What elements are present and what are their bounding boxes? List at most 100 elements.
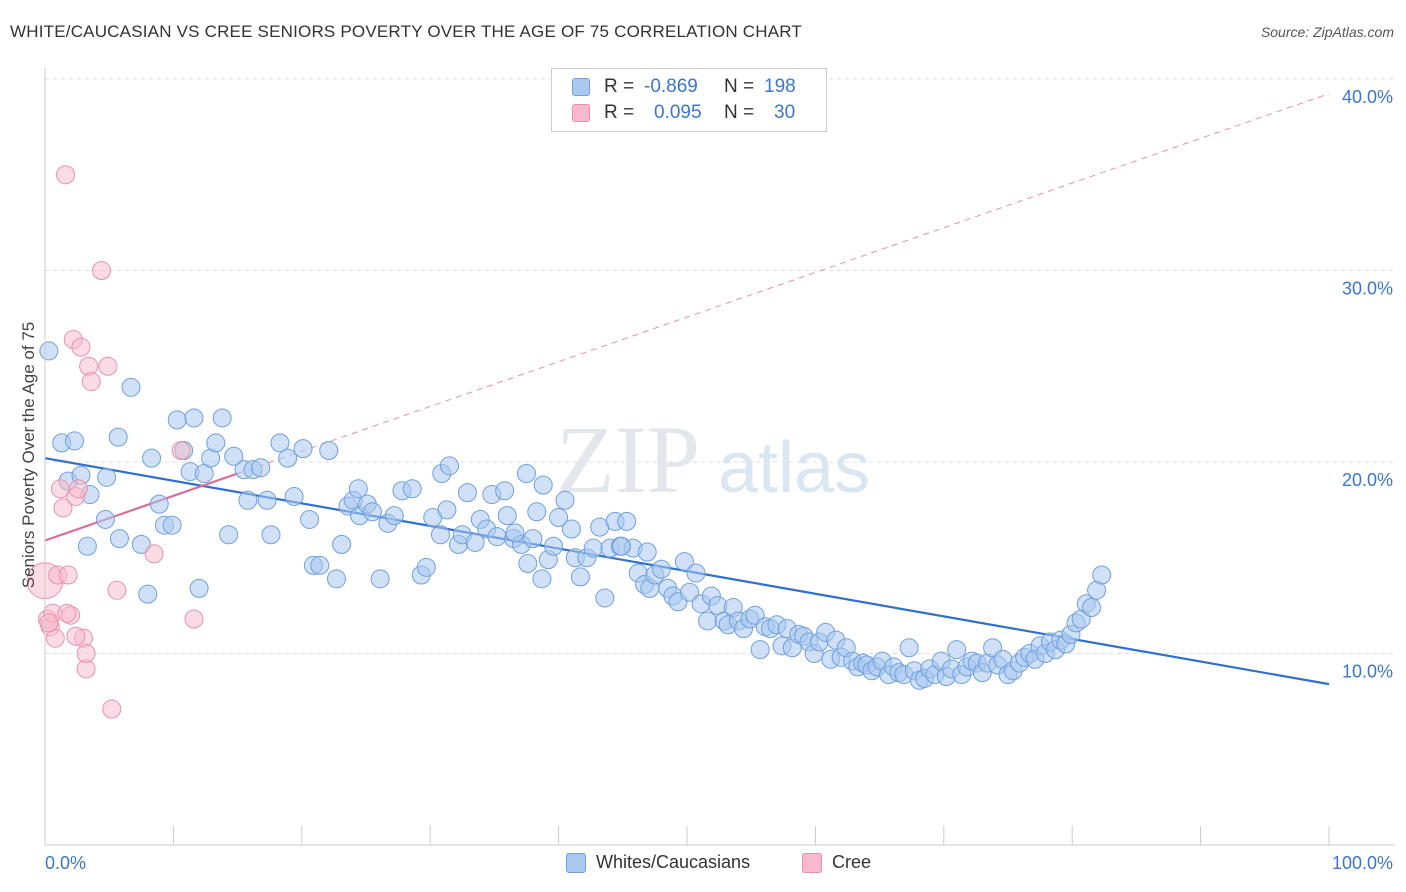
data-point-whites [131,534,151,554]
data-point-cree [184,609,204,629]
data-point-cree [57,603,77,623]
data-point-cree [68,479,88,499]
legend-n-value: 30 [774,102,796,123]
series-legend-whites: Whites/Caucasians [566,852,750,873]
data-point-whites [224,446,244,466]
data-point-whites [167,410,187,430]
data-point-whites [1092,565,1112,585]
legend-r-value: -0.869 [644,76,698,97]
data-point-whites [698,611,718,631]
series-legend-cree-label: Cree [832,852,872,872]
data-point-whites [284,486,304,506]
y-tick-label: 40.0% [1342,87,1393,107]
data-point-whites [518,553,538,573]
y-tick-label: 20.0% [1342,470,1393,490]
data-point-cree [98,356,118,376]
legend-n-label: N = [724,76,755,97]
legend-n-label: N = [724,102,755,123]
data-point-whites [251,458,271,478]
data-point-whites [533,475,553,495]
data-point-whites [465,532,485,552]
data-point-cree [53,498,73,518]
data-point-whites [362,502,382,522]
series-legend-cree: Cree [802,852,871,873]
data-point-cree [71,337,91,357]
correlation-legend: R = -0.869 N = 198 R = 0.095 N = 30 [551,68,827,132]
series-legend: Whites/Caucasians Cree [0,852,1406,876]
data-point-cree [56,165,76,185]
data-point-whites [138,584,158,604]
legend-swatch-pink [572,104,590,122]
legend-row-cree: R = 0.095 N = 30 [572,101,814,125]
data-point-whites [487,527,507,547]
data-point-cree [171,441,191,461]
data-point-whites [95,509,115,529]
data-point-whites [637,542,657,562]
legend-r-label: R = [604,102,635,123]
data-point-whites [319,441,339,461]
data-point-whites [212,408,232,428]
points-layer [26,165,1112,719]
data-point-whites [77,536,97,556]
data-point-whites [439,456,459,476]
data-point-cree [107,580,127,600]
data-point-whites [686,563,706,583]
data-point-whites [219,525,239,545]
data-point-whites [495,481,515,501]
data-point-whites [402,479,422,499]
data-point-whites [184,408,204,428]
trend-extension-cree [237,93,1330,474]
data-point-whites [149,494,169,514]
legend-r-label: R = [604,76,635,97]
y-tick-label: 10.0% [1342,662,1393,682]
data-point-whites [326,569,346,589]
data-point-whites [750,640,770,660]
data-point-whites [549,508,569,528]
data-point-whites [206,433,226,453]
watermark: ZIP atlas [556,406,870,513]
data-point-whites [570,567,590,587]
data-point-cree [91,261,111,280]
data-point-whites [189,578,209,598]
data-point-whites [612,536,632,556]
data-point-whites [430,525,450,545]
x-tick-label-left: 0.0% [45,853,86,873]
data-point-whites [505,523,525,543]
data-point-whites [293,439,313,459]
data-point-whites [238,490,258,510]
data-point-whites [595,588,615,608]
data-point-whites [437,500,457,520]
data-point-whites [300,509,320,529]
legend-swatch-blue [572,78,590,96]
y-tick-label: 30.0% [1342,279,1393,299]
data-point-cree [66,626,86,646]
source-label: Source: ZipAtlas.com [1260,24,1394,40]
data-point-whites [543,536,563,556]
data-point-whites [651,559,671,579]
data-point-whites [108,427,128,447]
series-swatch-pink [802,852,822,873]
data-point-whites [332,534,352,554]
data-point-whites [261,525,281,545]
data-point-cree [144,544,164,564]
data-point-whites [497,506,517,526]
data-point-whites [278,448,298,468]
data-point-whites [39,341,59,361]
grid-layer [45,78,1395,654]
data-point-whites [142,448,162,468]
trend-line-cree [44,472,238,542]
data-point-whites [517,463,536,483]
data-point-whites [370,569,390,589]
data-point-whites [617,511,637,531]
y-axis-label: Seniors Poverty Over the Age of 75 [19,322,38,588]
legend-r-value: 0.095 [654,102,702,123]
series-swatch-blue [566,852,586,873]
watermark-atlas: atlas [718,428,870,508]
data-point-whites [899,638,919,658]
data-point-whites [97,467,117,487]
data-point-whites [674,552,694,572]
data-point-whites [457,483,477,503]
series-legend-whites-label: Whites/Caucasians [596,852,751,872]
data-point-cree [58,565,78,585]
